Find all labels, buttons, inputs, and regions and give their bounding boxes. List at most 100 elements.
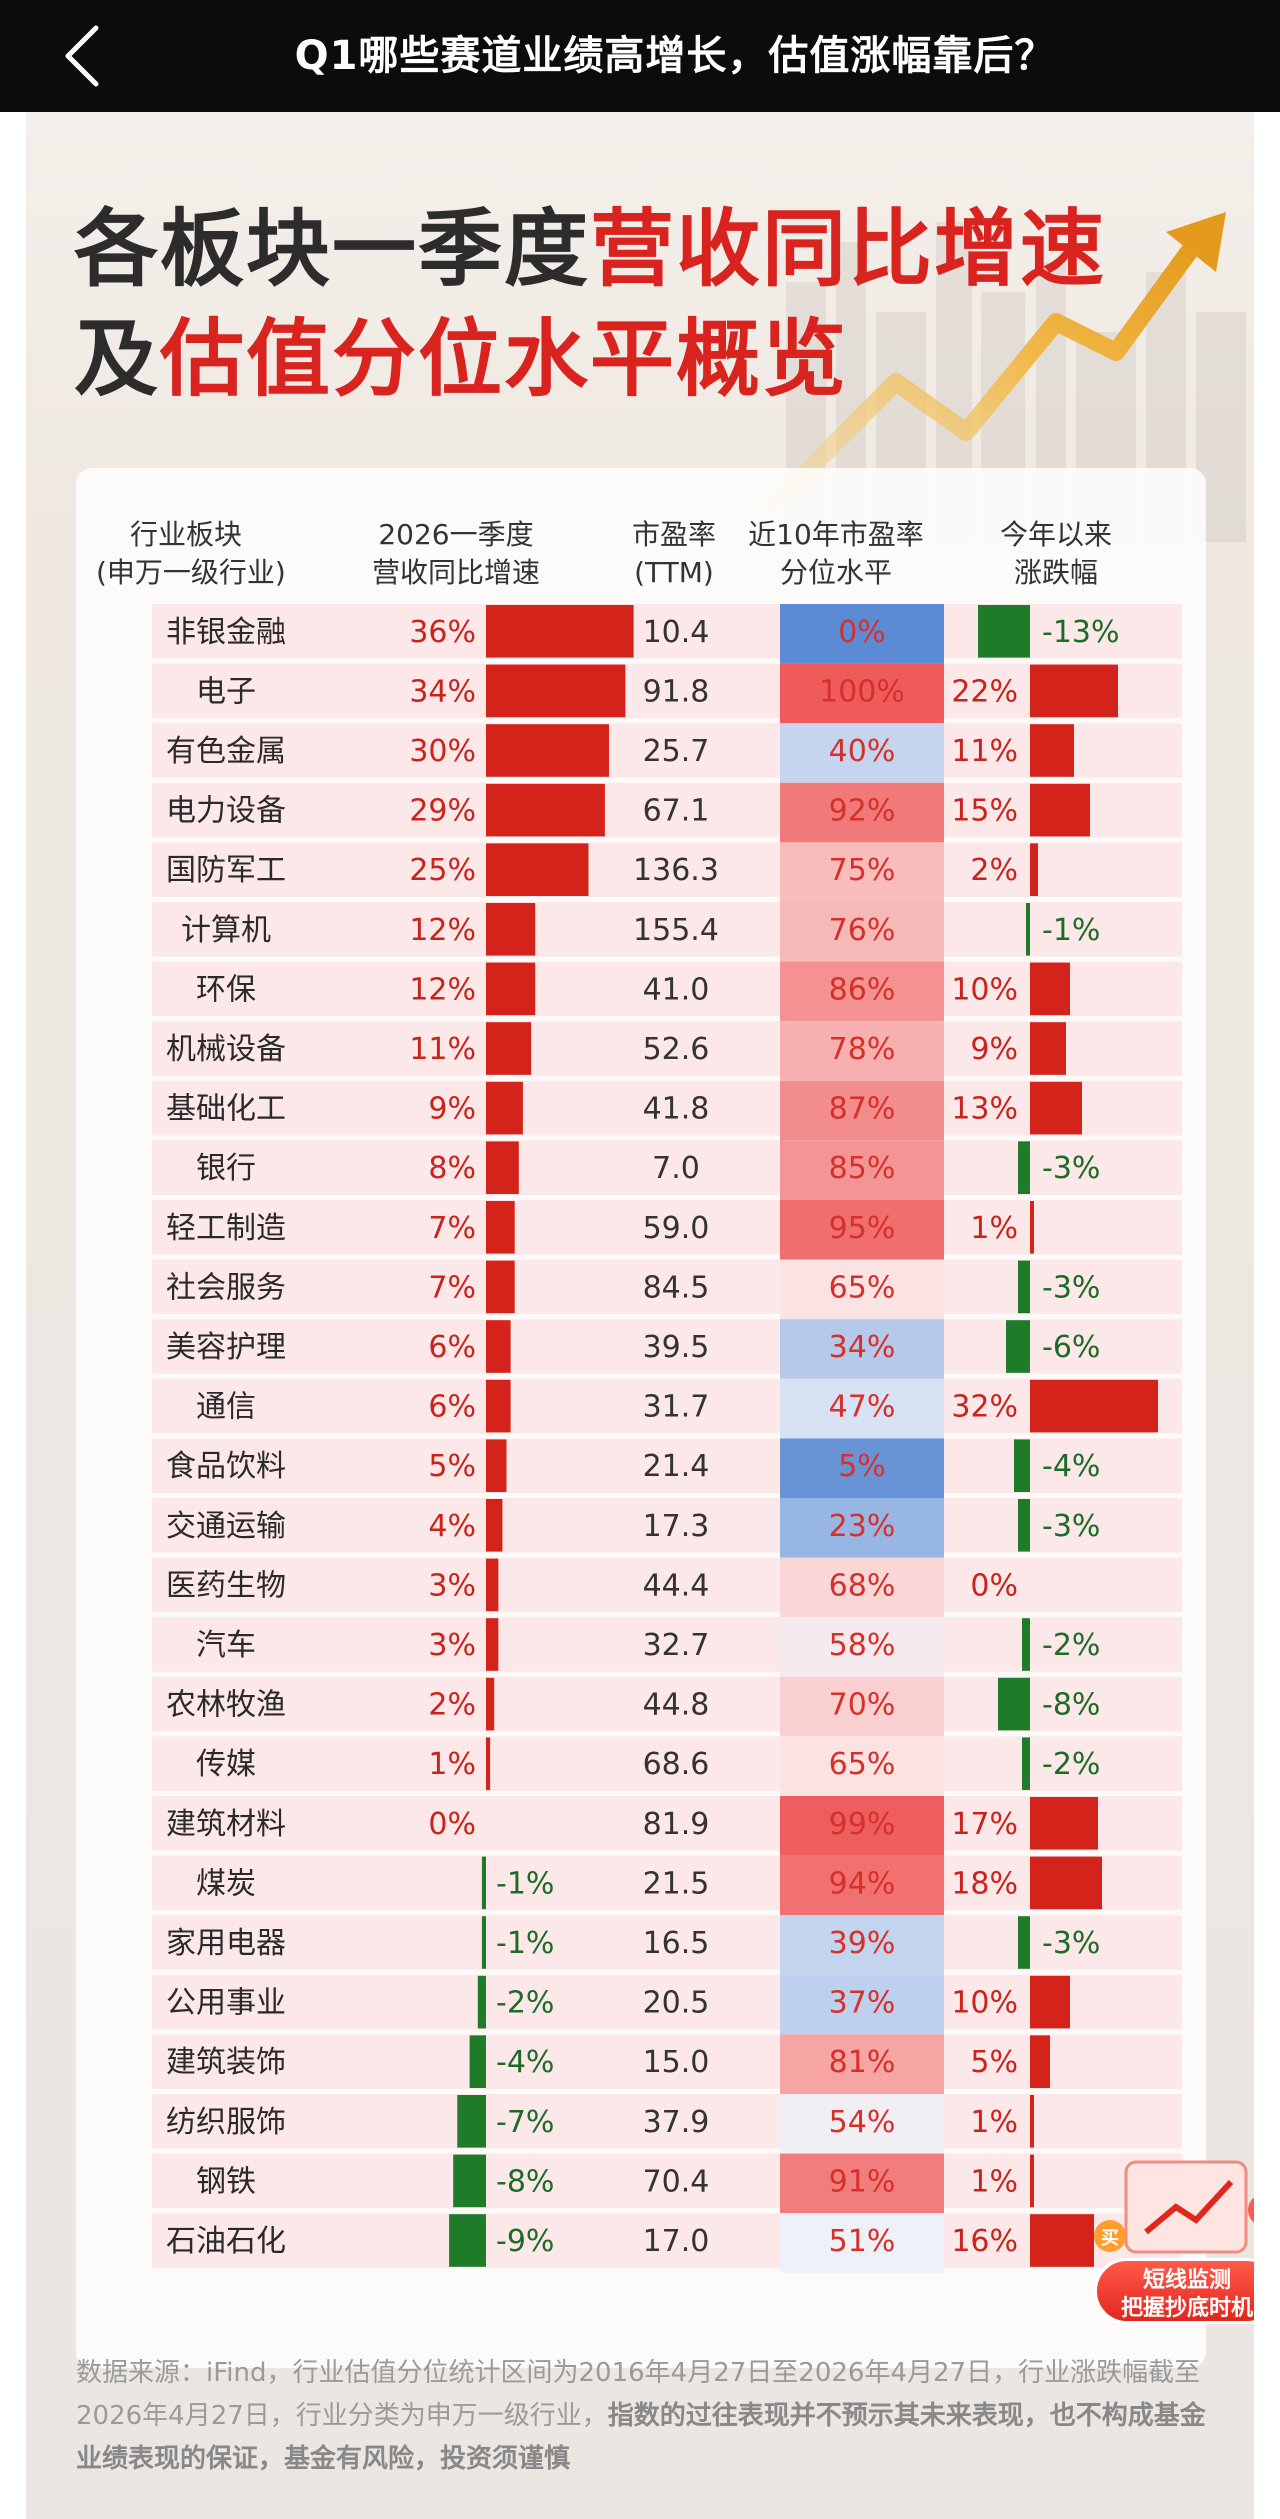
percentile-cell [780,1438,944,1498]
percentile-cell [780,1617,944,1677]
ytd-label: 10% [951,972,1018,1007]
table-row [152,1617,1182,1672]
revenue-label: 2% [428,1688,476,1723]
industry-label: 非银金融 [166,615,286,650]
percentile-cell [780,663,944,724]
revenue-bar [486,1737,491,1790]
ytd-label: 22% [951,674,1018,709]
percentile-label: 76% [829,913,896,948]
revenue-bar [486,1618,499,1671]
percentile-cell [780,1557,944,1618]
ytd-bar [1026,903,1030,956]
percentile-cell [780,1796,944,1856]
revenue-bar [486,724,609,777]
revenue-label: -2% [496,1986,554,2021]
pe-value: 17.3 [643,1509,710,1544]
back-button[interactable] [56,22,112,90]
header-industry: 行业板块 (申万一级行业) [96,516,286,592]
ytd-label: 0% [970,1568,1018,1603]
ytd-bar [1030,2214,1094,2267]
ytd-label: -13% [1042,615,1120,650]
revenue-label: 30% [409,734,476,769]
header-text: (申万一级行业) [96,556,286,589]
revenue-bar [486,1499,503,1552]
percentile-cell [780,902,944,962]
revenue-label: 7% [428,1270,476,1305]
industry-label: 机械设备 [166,1032,286,1067]
industry-label: 有色金属 [166,734,286,769]
promo-button[interactable]: 短线监测 把握抄底时机 [1094,2258,1254,2324]
table-row [152,1736,1182,1791]
header-text: (TTM) [634,556,714,589]
headline-line-2: 及估值分位水平概览 [74,292,848,413]
pe-value: 21.5 [643,1866,710,1901]
revenue-label: 34% [409,674,476,709]
revenue-bar [486,1379,511,1433]
ytd-label: 1% [970,2105,1018,2140]
ytd-bar [1022,1737,1030,1790]
percentile-label: 34% [829,1330,896,1365]
percentile-label: 51% [829,2224,896,2259]
percentile-cell [780,961,944,1022]
revenue-label: 6% [428,1330,476,1365]
ytd-bar [1018,1141,1030,1194]
percentile-label: 92% [829,794,896,829]
percentile-label: 86% [829,972,896,1007]
industry-label: 轻工制造 [166,1211,286,1246]
table-row [152,1915,1182,1970]
pe-value: 39.5 [643,1330,710,1365]
industry-label: 煤炭 [196,1866,256,1901]
revenue-label: -8% [496,2164,554,2199]
percentile-cell [780,1080,944,1141]
revenue-label: 3% [428,1628,476,1663]
footer-risk-warning: 指数的过往表现并不预示其未来表现，也不构成基金业绩表现的保证，基金有风险，投资须… [76,2401,1206,2474]
ytd-bar [1030,1201,1034,1254]
industry-label: 汽车 [196,1628,256,1663]
percentile-label: 5% [838,1449,886,1484]
headline-line-1: 各板块一季度营收同比增速 [74,182,1106,303]
percentile-label: 54% [829,2105,896,2140]
industry-label: 环保 [196,972,256,1007]
ytd-bar [998,1677,1030,1731]
percentile-cell [780,1021,944,1081]
revenue-label: 1% [428,1747,476,1782]
industry-label: 建筑材料 [166,1807,286,1842]
revenue-bar [486,1677,495,1731]
percentile-cell [780,1974,944,2035]
headline-highlight: 估值分位水平概览 [160,310,849,408]
revenue-label: 25% [409,853,476,888]
ytd-bar [1030,2035,1050,2088]
ytd-bar [1018,1916,1030,1969]
pe-value: 136.3 [633,853,719,888]
percentile-cell [780,1200,944,1260]
revenue-label: 29% [409,794,476,829]
header-text: 市盈率 [631,518,716,551]
pe-value: 155.4 [633,913,719,948]
promo-widget[interactable]: 买 卖 短线监测 把握抄底时机 [1086,2152,1254,2352]
revenue-label: 3% [428,1568,476,1603]
industry-label: 农林牧渔 [166,1688,286,1723]
table-row [152,2213,1182,2268]
header-text: 营收同比增速 [371,556,540,589]
revenue-bar [477,1975,486,2029]
pe-value: 25.7 [643,734,710,769]
pe-value: 10.4 [643,615,710,650]
revenue-bar [486,1260,515,1314]
table-row [152,1140,1182,1195]
industry-label: 钢铁 [196,2164,256,2199]
pe-value: 16.5 [643,1926,710,1961]
ytd-bar [1030,2095,1034,2148]
ytd-label: -3% [1042,1926,1100,1961]
percentile-cell [780,1676,944,1737]
ytd-bar [1030,1022,1066,1075]
trend-chart-icon: 买 卖 [1094,2160,1254,2254]
revenue-label: 8% [428,1151,476,1186]
industry-chart: 非银金融 36% 10.4 0% -13% 电子 34% 91.8 100% 22% 有色金属 30%… [152,604,1182,2273]
percentile-cell [780,2213,944,2273]
table-row [152,1796,1182,1851]
revenue-label: 0% [428,1807,476,1842]
header-text: 今年以来 [999,518,1112,551]
ytd-label: 10% [951,1986,1018,2021]
percentile-cell [780,2034,944,2094]
pe-value: 84.5 [643,1270,710,1305]
